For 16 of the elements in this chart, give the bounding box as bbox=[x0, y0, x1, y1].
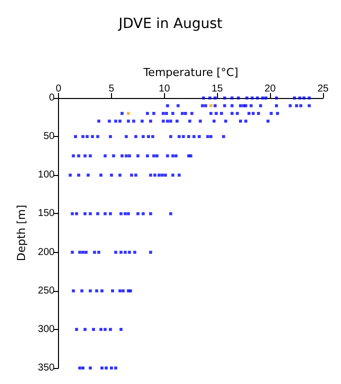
x-axis-title: Temperature [°C] bbox=[142, 66, 238, 79]
y-tick-label: 0 bbox=[49, 92, 56, 104]
y-tick-label: 200 bbox=[38, 246, 56, 258]
y-tick-label: 350 bbox=[38, 362, 56, 374]
y-tick-label: 300 bbox=[38, 324, 56, 335]
y-tick-label: 100 bbox=[38, 170, 56, 181]
chart-title: JDVE in August bbox=[118, 16, 223, 32]
y-tick-label: 250 bbox=[38, 285, 56, 296]
y-tick-label: 50 bbox=[43, 131, 56, 142]
x-tick-label: 15 bbox=[212, 84, 224, 94]
x-tick-label: 5 bbox=[108, 84, 115, 94]
y-tick-label: 150 bbox=[38, 208, 56, 220]
x-tick-label: 10 bbox=[158, 84, 170, 94]
y-axis-title: Depth [m] bbox=[15, 204, 28, 262]
x-tick-label: 20 bbox=[264, 84, 276, 94]
x-tick-label: 25 bbox=[317, 84, 329, 94]
